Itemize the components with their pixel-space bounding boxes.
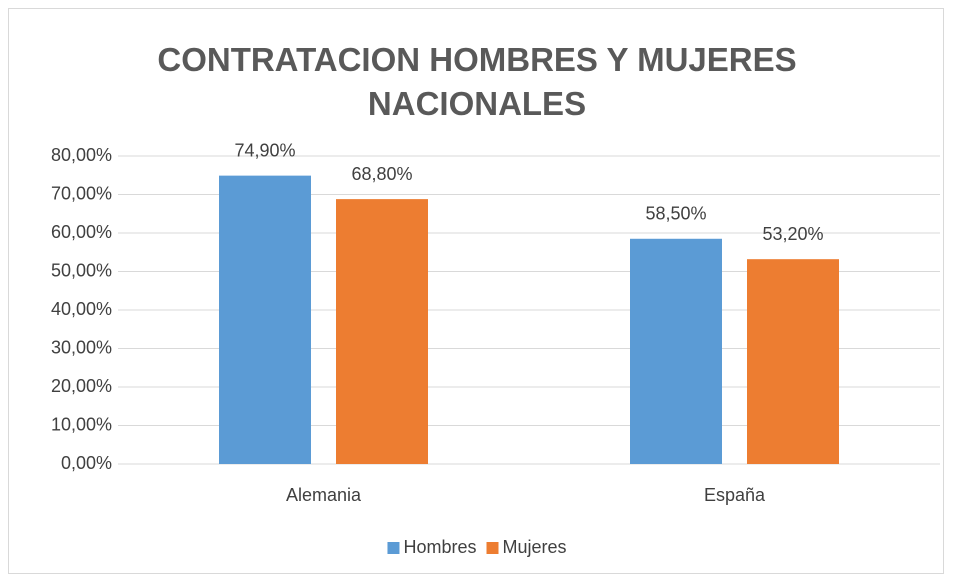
data-label: 53,20%	[762, 224, 823, 244]
y-tick-label: 20,00%	[51, 376, 112, 396]
chart-frame	[8, 8, 944, 574]
bar	[630, 238, 722, 464]
x-tick-label: Alemania	[286, 485, 362, 505]
legend-swatch	[486, 542, 499, 554]
y-tick-label: 0,00%	[61, 453, 112, 473]
data-label: 68,80%	[351, 164, 412, 184]
legend-label: Mujeres	[503, 537, 567, 557]
legend-swatch	[387, 542, 400, 554]
y-tick-label: 70,00%	[51, 183, 112, 203]
y-tick-label: 40,00%	[51, 299, 112, 319]
y-tick-label: 60,00%	[51, 222, 112, 242]
chart-title: CONTRATACION HOMBRES Y MUJERES NACIONALE…	[157, 41, 797, 122]
bar	[219, 175, 311, 464]
y-tick-label: 30,00%	[51, 337, 112, 357]
data-label: 58,50%	[645, 204, 706, 224]
y-tick-label: 80,00%	[51, 145, 112, 165]
y-tick-label: 10,00%	[51, 414, 112, 434]
bar	[747, 259, 839, 464]
data-label: 74,90%	[234, 140, 295, 160]
y-tick-label: 50,00%	[51, 260, 112, 280]
x-tick-label: España	[704, 485, 766, 505]
legend-label: Hombres	[403, 537, 476, 557]
bar	[336, 199, 428, 464]
